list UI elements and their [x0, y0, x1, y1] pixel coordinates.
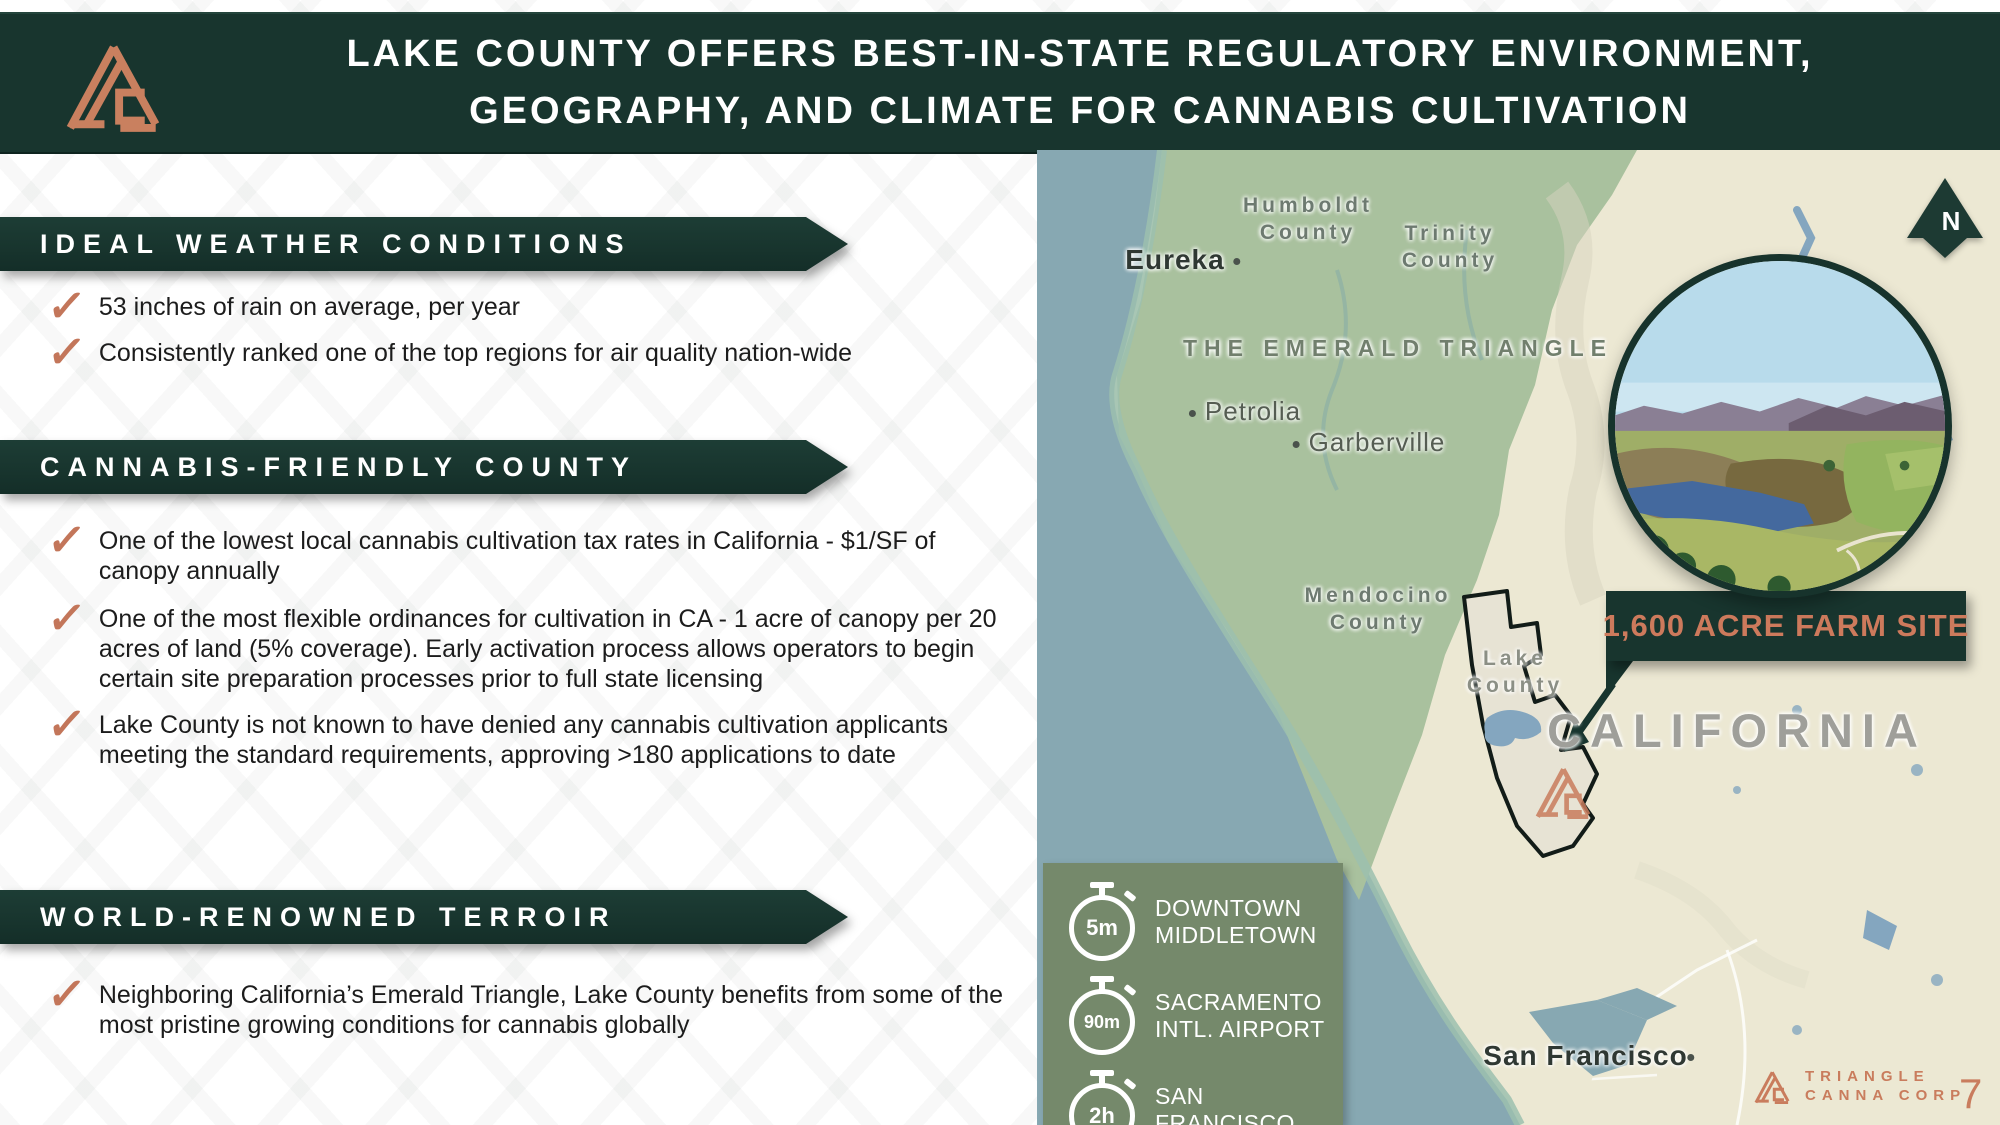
page-number: 7: [1959, 1070, 1983, 1117]
map-label-petrolia: Petrolia: [1189, 396, 1301, 427]
travel-row-sacramento: 90m SACRAMENTO INTL. AIRPORT: [1069, 976, 1343, 1055]
section-title: WORLD-RENOWNED TERROIR: [40, 901, 617, 932]
section-banner-weather: IDEAL WEATHER CONDITIONS: [0, 217, 848, 271]
travel-row-middletown: 5m DOWNTOWN MIDDLETOWN: [1069, 882, 1343, 961]
north-arrow-icon: N: [1907, 178, 1983, 258]
svg-text:N: N: [1942, 206, 1961, 236]
map-label-emerald-triangle: THE EMERALD TRIANGLE: [1182, 335, 1614, 361]
section-title: IDEAL WEATHER CONDITIONS: [40, 228, 632, 259]
company-logo-icon: [1749, 1066, 1795, 1106]
page-title-line1: LAKE COUNTY OFFERS BEST-IN-STATE REGULAT…: [346, 33, 1814, 75]
section-banner-county: CANNABIS-FRIENDLY COUNTY: [0, 440, 848, 494]
page-title: LAKE COUNTY OFFERS BEST-IN-STATE REGULAT…: [170, 14, 1990, 152]
check-icon: ✓: [44, 516, 89, 565]
list-item: ✓ One of the most flexible ordinances fo…: [44, 594, 997, 693]
check-icon: ✓: [44, 282, 89, 331]
map-label-garberville: Garberville: [1293, 427, 1446, 458]
list-item: ✓ Neighboring California’s Emerald Trian…: [44, 970, 1004, 1039]
map-label-trinity-county: Trinity County: [1401, 222, 1499, 272]
check-icon: ✓: [44, 328, 89, 377]
farm-aerial-photo: [1608, 254, 1952, 598]
map-label-san-francisco: San Francisco: [1483, 1040, 1694, 1072]
map-label-humboldt-county: Humboldt County: [1243, 194, 1373, 244]
california-map: Humboldt County Trinity County Eureka THE …: [1037, 150, 2000, 1125]
footer-company-logo: TRIANGLE CANNA CORP: [1749, 1066, 1966, 1106]
section-banner-terroir: WORLD-RENOWNED TERROIR: [0, 890, 848, 944]
list-item: ✓ 53 inches of rain on average, per year: [44, 282, 520, 331]
map-label-lake-county: Lake County: [1466, 647, 1564, 697]
travel-times-panel: 5m DOWNTOWN MIDDLETOWN 90m SACRAMENTO IN…: [1043, 863, 1343, 1125]
list-item: ✓ Lake County is not known to have denie…: [44, 700, 949, 769]
map-label-california: CALIFORNIA: [1547, 704, 1927, 757]
stopwatch-icon: 5m: [1069, 882, 1137, 961]
list-item: ✓ Consistently ranked one of the top reg…: [44, 328, 853, 377]
company-logo-icon: [52, 28, 174, 145]
check-icon: ✓: [44, 700, 89, 749]
map-label-eureka: Eureka: [1125, 244, 1240, 276]
farm-site-callout: 1,600 ACRE FARM SITE: [1603, 591, 1968, 661]
list-item: ✓ One of the lowest local cannabis culti…: [44, 516, 936, 585]
page-title-line2: GEOGRAPHY, AND CLIMATE FOR CANNABIS CULT…: [469, 90, 1691, 132]
header-banner: LAKE COUNTY OFFERS BEST-IN-STATE REGULAT…: [0, 12, 2000, 154]
map-label-mendocino-county: Mendocino County: [1304, 584, 1452, 634]
travel-row-san-francisco: 2h SAN FRANCISCO: [1069, 1070, 1343, 1125]
stopwatch-icon: 90m: [1069, 976, 1137, 1055]
section-title: CANNABIS-FRIENDLY COUNTY: [40, 451, 638, 482]
check-icon: ✓: [44, 594, 89, 643]
stopwatch-icon: 2h: [1069, 1070, 1137, 1125]
check-icon: ✓: [44, 970, 89, 1019]
